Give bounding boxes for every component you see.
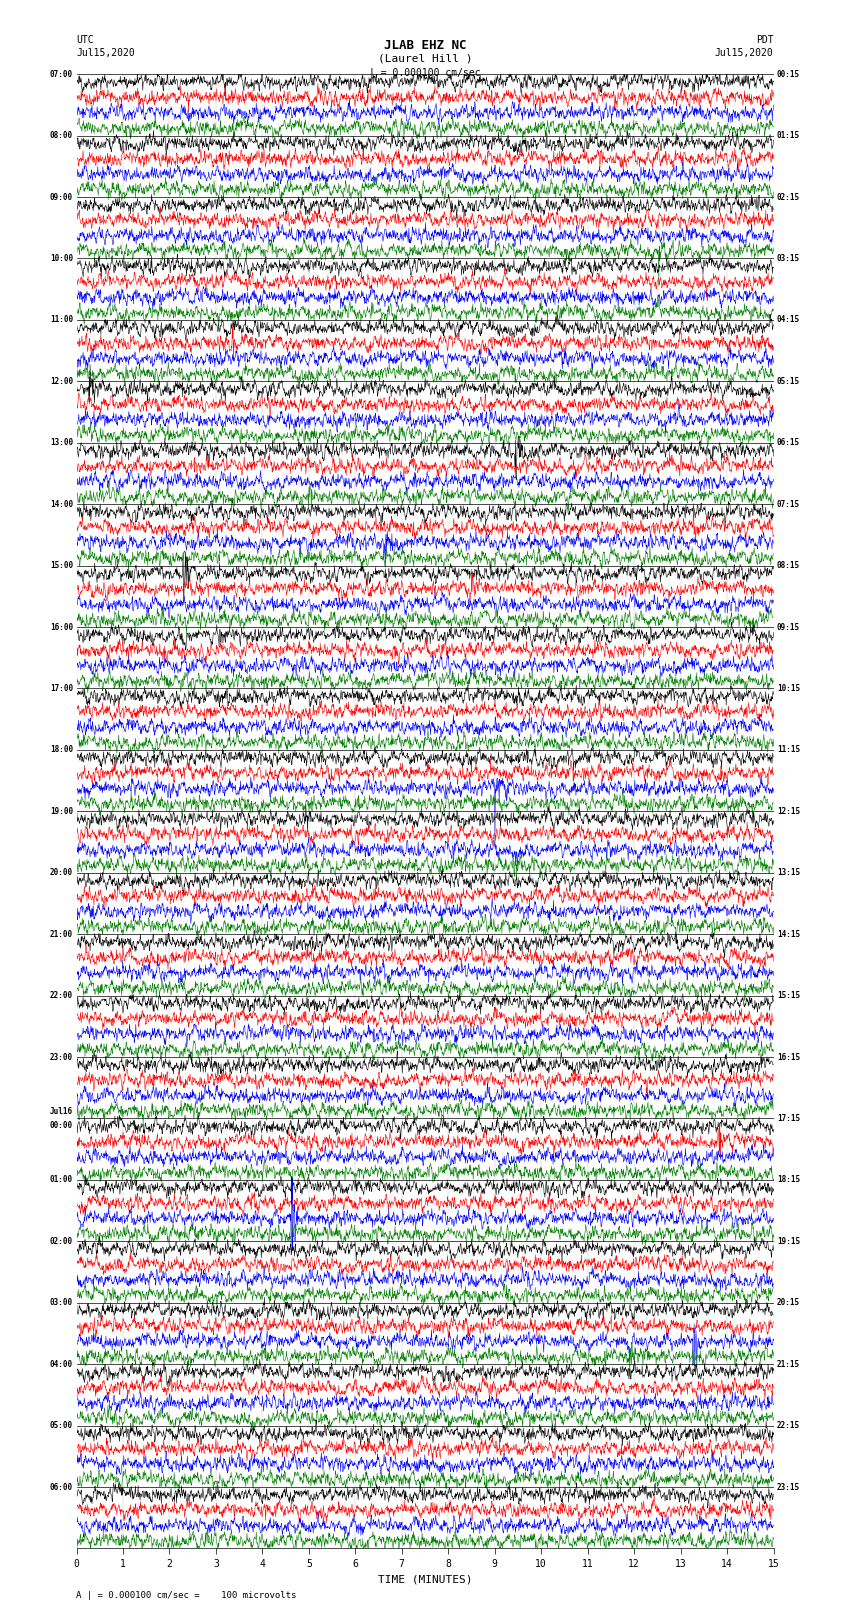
Text: 16:15: 16:15 xyxy=(777,1053,800,1061)
Text: 05:15: 05:15 xyxy=(777,377,800,386)
Text: 01:15: 01:15 xyxy=(777,131,800,140)
Text: 19:15: 19:15 xyxy=(777,1237,800,1245)
Text: 15:00: 15:00 xyxy=(50,561,73,569)
Text: 14:00: 14:00 xyxy=(50,500,73,508)
Text: 21:00: 21:00 xyxy=(50,929,73,939)
Text: 01:00: 01:00 xyxy=(50,1176,73,1184)
Text: 18:15: 18:15 xyxy=(777,1176,800,1184)
Text: 00:15: 00:15 xyxy=(777,69,800,79)
Text: 00:00: 00:00 xyxy=(50,1121,73,1131)
Text: 10:00: 10:00 xyxy=(50,253,73,263)
Text: 11:00: 11:00 xyxy=(50,316,73,324)
Text: 17:15: 17:15 xyxy=(777,1115,800,1123)
Text: 06:00: 06:00 xyxy=(50,1482,73,1492)
Text: 17:00: 17:00 xyxy=(50,684,73,694)
Text: 09:00: 09:00 xyxy=(50,192,73,202)
Text: 07:00: 07:00 xyxy=(50,69,73,79)
Text: 07:15: 07:15 xyxy=(777,500,800,508)
Text: 13:15: 13:15 xyxy=(777,868,800,877)
Text: 16:00: 16:00 xyxy=(50,623,73,632)
Text: PDT: PDT xyxy=(756,35,774,45)
X-axis label: TIME (MINUTES): TIME (MINUTES) xyxy=(377,1574,473,1584)
Text: 13:00: 13:00 xyxy=(50,439,73,447)
Text: 19:00: 19:00 xyxy=(50,806,73,816)
Text: 08:00: 08:00 xyxy=(50,131,73,140)
Text: 05:00: 05:00 xyxy=(50,1421,73,1431)
Text: Jul16: Jul16 xyxy=(50,1107,73,1116)
Text: 20:00: 20:00 xyxy=(50,868,73,877)
Text: 22:15: 22:15 xyxy=(777,1421,800,1431)
Text: 14:15: 14:15 xyxy=(777,929,800,939)
Text: Jul15,2020: Jul15,2020 xyxy=(76,48,135,58)
Text: 11:15: 11:15 xyxy=(777,745,800,755)
Text: 04:00: 04:00 xyxy=(50,1360,73,1369)
Text: | = 0.000100 cm/sec: | = 0.000100 cm/sec xyxy=(369,68,481,79)
Text: 03:00: 03:00 xyxy=(50,1298,73,1307)
Text: 03:15: 03:15 xyxy=(777,253,800,263)
Text: 02:00: 02:00 xyxy=(50,1237,73,1245)
Text: 18:00: 18:00 xyxy=(50,745,73,755)
Text: 04:15: 04:15 xyxy=(777,316,800,324)
Text: Jul15,2020: Jul15,2020 xyxy=(715,48,774,58)
Text: 23:00: 23:00 xyxy=(50,1053,73,1061)
Text: 12:00: 12:00 xyxy=(50,377,73,386)
Text: 09:15: 09:15 xyxy=(777,623,800,632)
Text: JLAB EHZ NC: JLAB EHZ NC xyxy=(383,39,467,52)
Text: 23:15: 23:15 xyxy=(777,1482,800,1492)
Text: (Laurel Hill ): (Laurel Hill ) xyxy=(377,53,473,63)
Text: UTC: UTC xyxy=(76,35,94,45)
Text: 10:15: 10:15 xyxy=(777,684,800,694)
Text: 08:15: 08:15 xyxy=(777,561,800,569)
Text: 20:15: 20:15 xyxy=(777,1298,800,1307)
Text: 06:15: 06:15 xyxy=(777,439,800,447)
Text: 22:00: 22:00 xyxy=(50,990,73,1000)
Text: 02:15: 02:15 xyxy=(777,192,800,202)
Text: 12:15: 12:15 xyxy=(777,806,800,816)
Text: A | = 0.000100 cm/sec =    100 microvolts: A | = 0.000100 cm/sec = 100 microvolts xyxy=(76,1590,297,1600)
Text: 15:15: 15:15 xyxy=(777,990,800,1000)
Text: 21:15: 21:15 xyxy=(777,1360,800,1369)
